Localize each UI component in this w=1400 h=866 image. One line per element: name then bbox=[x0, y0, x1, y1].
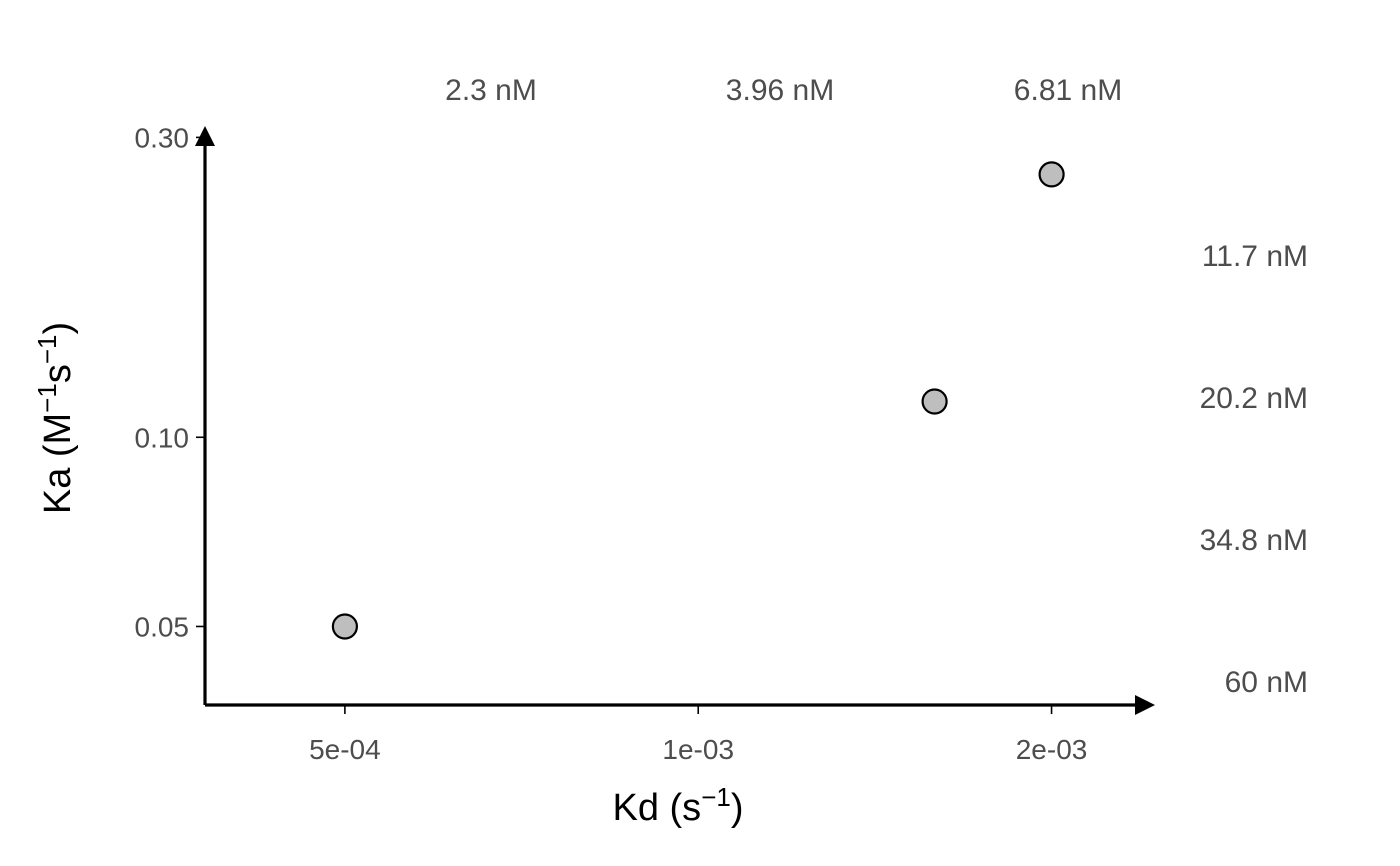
iso-line-7 bbox=[0, 0, 205, 132]
x-tick-label-2: 1e-03 bbox=[662, 734, 734, 765]
iso-line-2 bbox=[0, 0, 205, 132]
iso-label-3: 6.81 nM bbox=[1014, 74, 1122, 107]
x-axis-title: Kd (s−1) bbox=[612, 782, 743, 829]
y-tick-label-1: 0.05 bbox=[135, 611, 190, 642]
y-axis-arrowhead bbox=[195, 126, 215, 146]
data-point-1 bbox=[331, 613, 358, 640]
data-point-3 bbox=[1038, 161, 1065, 188]
y-tick-label-2: 0.10 bbox=[135, 422, 190, 453]
data-point-2 bbox=[921, 388, 948, 415]
x-axis-arrowhead bbox=[1135, 695, 1155, 715]
iso-line-1 bbox=[0, 0, 205, 132]
iso-affinity-lines bbox=[0, 0, 205, 132]
data-points bbox=[331, 161, 1065, 640]
ticks: 5e-04 1e-03 2e-03 0.05 0.10 0.30 bbox=[135, 122, 1088, 765]
iso-label-7: 60 nM bbox=[1225, 666, 1308, 699]
y-axis-title: Ka (M−1s−1) bbox=[32, 322, 79, 514]
iso-label-5: 20.2 nM bbox=[1200, 382, 1308, 415]
iso-line-4 bbox=[0, 0, 205, 132]
iso-label-6: 34.8 nM bbox=[1200, 524, 1308, 557]
iso-affinity-labels: 2.3 nM 3.96 nM 6.81 nM 11.7 nM 20.2 nM 34.8 n… bbox=[445, 74, 1308, 699]
iso-line-6 bbox=[0, 0, 205, 132]
iso-line-3 bbox=[0, 0, 205, 132]
y-tick-label-3: 0.30 bbox=[135, 122, 190, 153]
iso-line-5 bbox=[0, 0, 205, 132]
iso-label-1: 2.3 nM bbox=[445, 74, 537, 107]
iso-label-4: 11.7 nM bbox=[1202, 240, 1308, 273]
x-tick-label-3: 2e-03 bbox=[1016, 734, 1088, 765]
iso-label-2: 3.96 nM bbox=[726, 74, 834, 107]
x-tick-label-1: 5e-04 bbox=[309, 734, 381, 765]
axes bbox=[195, 126, 1155, 715]
